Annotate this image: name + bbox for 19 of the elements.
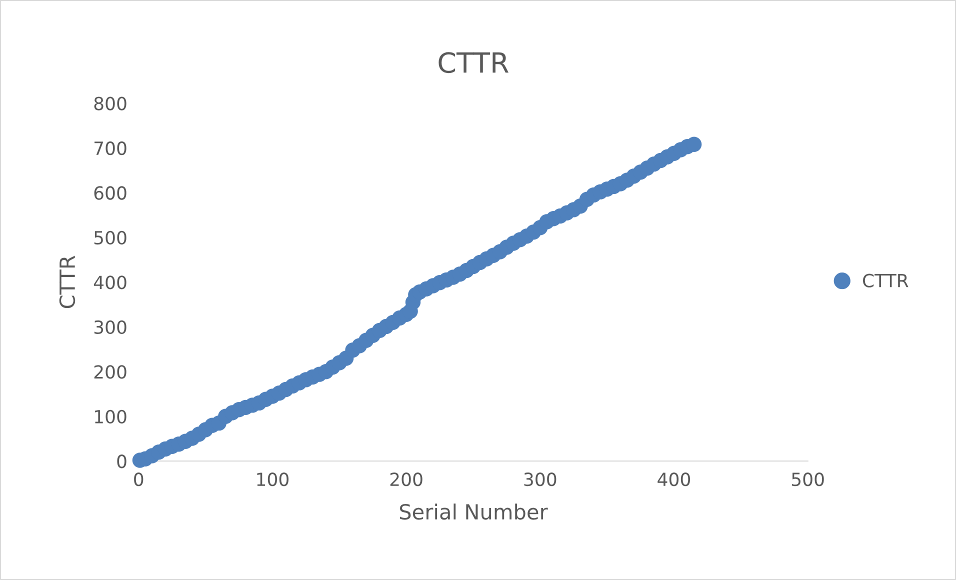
y-tick-label: 0 bbox=[117, 454, 126, 468]
y-tick-label: 500 bbox=[94, 230, 126, 245]
y-tick-label: 100 bbox=[95, 410, 126, 424]
y-tick-label: 600 bbox=[94, 186, 126, 200]
y-tick-label: 400 bbox=[94, 276, 126, 290]
y-tick-label: 200 bbox=[94, 365, 126, 379]
y-tick-label: 800 bbox=[94, 96, 126, 110]
x-tick-label: 400 bbox=[658, 472, 690, 486]
x-tick-label: 500 bbox=[792, 472, 824, 486]
x-axis-title: Serial Number bbox=[400, 504, 548, 520]
y-axis-title: CTTR bbox=[59, 256, 76, 308]
y-tick-label: 700 bbox=[94, 141, 126, 156]
x-tick-label: 0 bbox=[134, 472, 144, 486]
chart-title: CTTR bbox=[438, 52, 508, 74]
legend-label: CTTR bbox=[863, 274, 908, 288]
x-tick-label: 300 bbox=[524, 472, 556, 486]
x-tick-label: 100 bbox=[257, 472, 288, 486]
x-tick-label: 200 bbox=[390, 472, 422, 486]
y-tick-label: 300 bbox=[94, 320, 126, 334]
